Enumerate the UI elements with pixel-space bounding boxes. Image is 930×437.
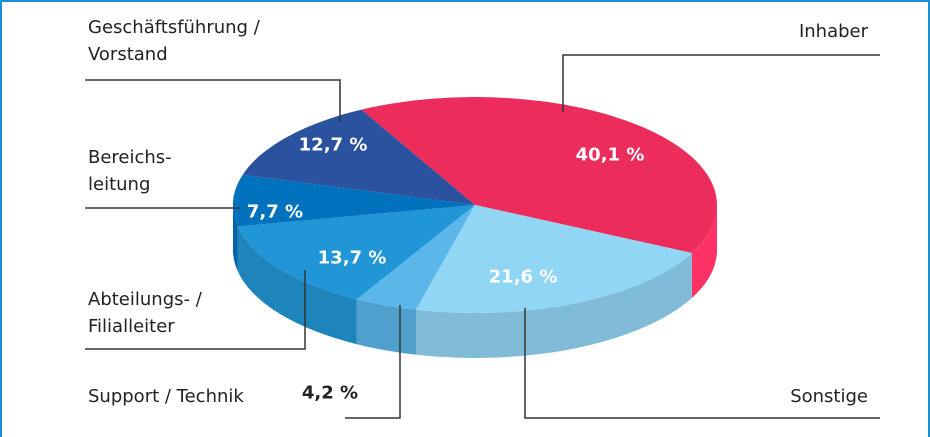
slice — [237, 205, 475, 300]
slice — [232, 174, 475, 227]
slice-side — [233, 205, 238, 272]
category-label: Support / Technik — [88, 386, 244, 407]
category-label: Inhaber — [798, 21, 868, 42]
slice-side — [415, 252, 692, 358]
slice — [242, 109, 475, 205]
slice — [356, 205, 475, 310]
value-label: 13,7 % — [317, 247, 387, 269]
slice-side — [237, 226, 357, 345]
slice-side — [691, 205, 717, 298]
slice — [361, 96, 717, 253]
leader-line — [345, 305, 401, 419]
value-label: 7,7 % — [246, 201, 304, 223]
leader-line — [85, 79, 341, 122]
slice-side — [356, 299, 416, 355]
value-label: 12,7 % — [298, 134, 368, 156]
category-label: Geschäftsführung / Vorstand — [88, 17, 260, 65]
leader-line — [85, 270, 306, 350]
value-label: 40,1 % — [575, 144, 645, 166]
leader-line — [562, 54, 880, 112]
value-label: 21,6 % — [488, 266, 558, 288]
value-label: 4,2 % — [301, 382, 359, 404]
category-label: Bereichs- leitung — [88, 147, 172, 195]
category-label: Sonstige — [790, 386, 868, 407]
category-label: Abteilungs- / Filialleiter — [88, 289, 202, 337]
slice — [415, 205, 692, 313]
leader-line — [524, 308, 880, 419]
